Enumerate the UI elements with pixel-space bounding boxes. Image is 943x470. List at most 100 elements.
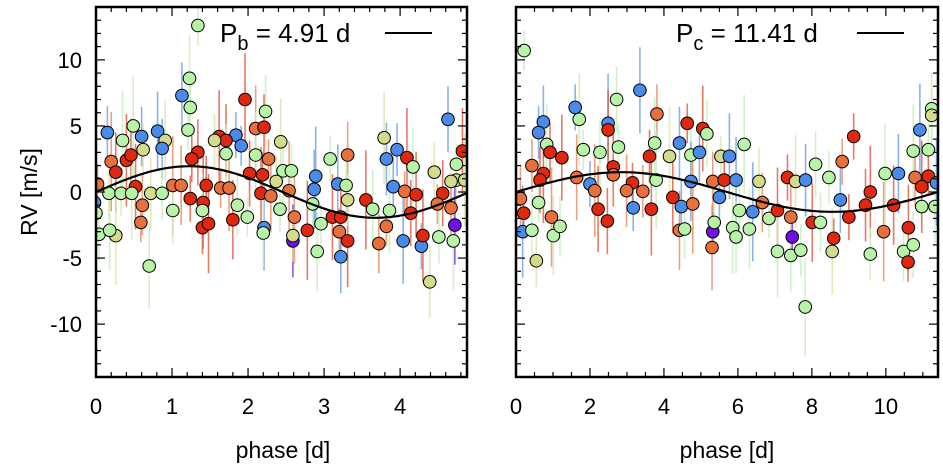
data-point — [770, 203, 785, 218]
data-point — [914, 179, 929, 194]
data-point — [273, 134, 288, 149]
data-point — [258, 104, 273, 119]
x-tick-label: 8 — [806, 394, 818, 419]
y-tick-label: -10 — [50, 312, 82, 337]
data-point — [195, 203, 210, 218]
legend-rest: = 11.41 d — [703, 18, 817, 48]
data-point — [729, 173, 743, 187]
data-point — [650, 107, 664, 121]
x-tick-label: 10 — [874, 394, 898, 419]
y-tick-label: 0 — [70, 180, 82, 205]
data-point — [219, 146, 233, 161]
data-point — [183, 100, 198, 115]
data-point — [517, 43, 531, 58]
data-point — [314, 216, 328, 231]
x-tick-label: 4 — [394, 394, 406, 419]
data-point — [340, 193, 355, 207]
data-point — [863, 185, 878, 199]
data-point — [108, 165, 123, 179]
data-point — [142, 259, 157, 273]
data-point — [406, 160, 420, 174]
data-point — [181, 123, 195, 137]
data-point — [531, 195, 546, 210]
data-point — [591, 202, 605, 216]
data-point — [846, 129, 861, 144]
data-point — [785, 230, 800, 244]
model-curve — [516, 171, 938, 213]
data-point — [199, 178, 214, 193]
data-point — [449, 157, 464, 172]
data-point — [175, 88, 189, 103]
data-point — [100, 125, 115, 140]
data-point — [365, 202, 380, 216]
data-point — [372, 236, 386, 251]
model-curve — [96, 165, 467, 219]
data-point — [525, 158, 539, 173]
data-point — [124, 186, 139, 201]
panel-planet-b: 0 1 2 3 4 -10 -5 0 5 10 — [50, 5, 469, 419]
data-point — [808, 157, 823, 172]
x-tick-label: 4 — [658, 394, 670, 419]
data-point — [835, 154, 850, 169]
data-point — [377, 131, 391, 145]
data-point — [155, 186, 169, 201]
data-point — [457, 173, 467, 187]
data-point — [455, 144, 467, 158]
data-point — [448, 218, 462, 232]
data-point — [913, 123, 927, 137]
data-point — [587, 183, 602, 198]
data-point — [340, 148, 355, 162]
data-point — [662, 149, 677, 164]
data-point — [672, 136, 687, 150]
data-point — [516, 206, 531, 220]
data-point — [207, 133, 222, 148]
data-point — [712, 190, 727, 205]
x-tick-label: 0 — [510, 394, 522, 419]
y-axis-title: RV [m/s] — [16, 148, 42, 236]
data-point — [257, 120, 271, 135]
data-point — [529, 253, 544, 268]
data-point — [182, 71, 197, 86]
data-point — [729, 230, 743, 244]
x-tick-label: 3 — [318, 394, 330, 419]
data-point — [576, 142, 591, 157]
data-point — [240, 210, 255, 224]
data-point — [544, 210, 559, 224]
data-point — [226, 212, 240, 227]
data-point — [435, 186, 450, 201]
data-point — [826, 231, 841, 246]
data-point — [798, 173, 813, 187]
data-point — [798, 300, 813, 314]
legend-label-c: Pc = 11.41 d — [676, 18, 818, 55]
data-point — [422, 275, 437, 289]
data-point — [409, 187, 423, 202]
data-point — [150, 124, 165, 139]
data-point — [924, 108, 938, 123]
data-point — [332, 224, 347, 239]
data-point — [914, 199, 929, 214]
data-point — [135, 198, 150, 213]
data-point — [308, 169, 323, 183]
legend-label-b: Pb = 4.91 d — [220, 18, 350, 55]
data-point — [742, 222, 757, 236]
data-point — [674, 199, 689, 214]
data-point — [390, 142, 404, 157]
data-point — [126, 119, 141, 133]
data-point — [269, 174, 283, 189]
data-point — [783, 210, 798, 224]
data-point — [546, 228, 561, 243]
data-point — [441, 112, 455, 127]
data-point — [174, 178, 188, 193]
legend-sub: c — [693, 33, 703, 55]
data-point — [416, 228, 430, 243]
data-point — [752, 174, 766, 189]
data-point — [732, 203, 747, 218]
data-point — [379, 152, 394, 166]
data-point — [222, 181, 236, 195]
data-point — [822, 170, 836, 185]
y-tick-label: -5 — [62, 246, 82, 271]
data-point — [906, 238, 921, 252]
data-point — [685, 197, 700, 211]
legend-sub: b — [237, 33, 248, 55]
data-point — [770, 244, 785, 259]
